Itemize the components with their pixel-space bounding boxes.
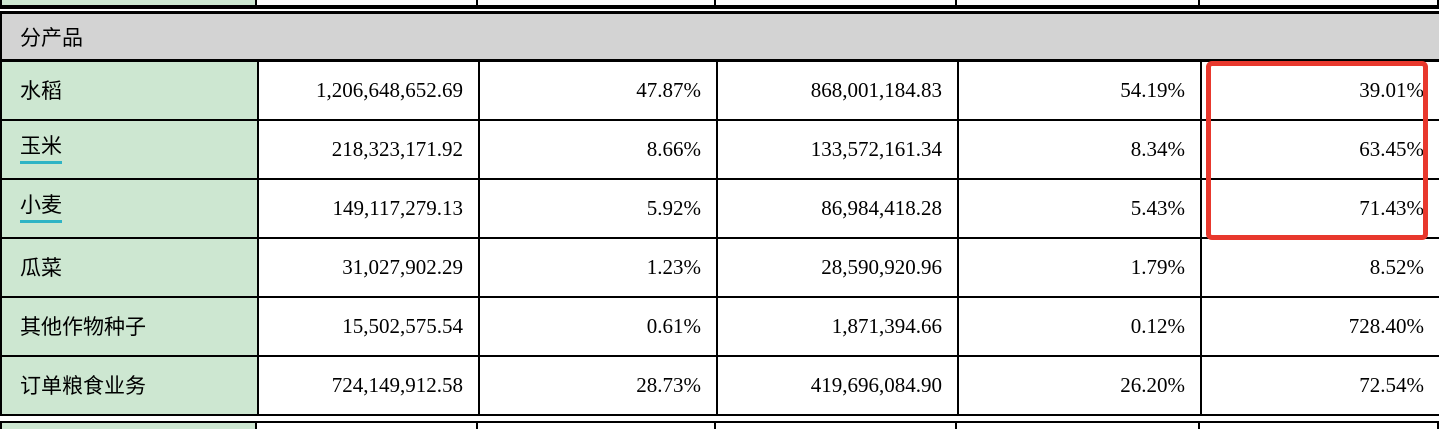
value-cell: 133,572,161.34 xyxy=(716,118,959,180)
value-cell: 1,871,394.66 xyxy=(716,295,959,357)
value-cell: 28,590,920.96 xyxy=(716,236,959,298)
section-header-cell: 分产品 xyxy=(0,11,1439,62)
partial-cell xyxy=(0,423,257,429)
partial-cell xyxy=(1200,423,1439,429)
value-cell: 218,323,171.92 xyxy=(257,118,480,180)
section-header-row: 分产品 xyxy=(0,11,1439,62)
partial-cell xyxy=(1200,0,1439,5)
partial-row-top xyxy=(0,0,1439,9)
value-cell: 54.19% xyxy=(957,59,1202,121)
value-cell: 149,117,279.13 xyxy=(257,177,480,239)
partial-cell xyxy=(257,423,478,429)
table-body: 分产品 水稻 1,206,648,652.69 47.87% 868,001,184.… xyxy=(0,11,1439,416)
value-cell: 1,206,648,652.69 xyxy=(257,59,480,121)
table-row: 玉米 218,323,171.92 8.66% 133,572,161.34 8.34%… xyxy=(0,118,1439,180)
table-row: 订单粮食业务 724,149,912.58 28.73% 419,696,084.90… xyxy=(0,354,1439,416)
value-cell: 63.45% xyxy=(1199,118,1439,180)
value-cell: 86,984,418.28 xyxy=(716,177,959,239)
partial-cell xyxy=(716,423,957,429)
value-cell: 1.79% xyxy=(957,236,1202,298)
value-cell: 724,149,912.58 xyxy=(257,354,480,416)
value-cell: 28.73% xyxy=(478,354,718,416)
product-name-underlined: 玉米 xyxy=(20,134,62,164)
product-name-cell: 玉米 xyxy=(0,118,259,180)
partial-cell xyxy=(957,423,1200,429)
product-name: 其他作物种子 xyxy=(20,315,146,339)
partial-cell xyxy=(257,0,478,5)
partial-row-bottom xyxy=(0,421,1439,429)
value-cell: 72.54% xyxy=(1199,354,1439,416)
value-cell: 15,502,575.54 xyxy=(257,295,480,357)
product-name-cell: 其他作物种子 xyxy=(0,295,259,357)
value-cell: 47.87% xyxy=(478,59,718,121)
value-cell: 8.52% xyxy=(1199,236,1439,298)
partial-cell xyxy=(478,0,716,5)
product-name: 水稻 xyxy=(20,79,62,104)
table-row: 水稻 1,206,648,652.69 47.87% 868,001,184.83 54… xyxy=(0,59,1439,121)
value-cell: 31,027,902.29 xyxy=(257,236,480,298)
product-name-cell: 订单粮食业务 xyxy=(0,354,259,416)
product-name: 瓜菜 xyxy=(20,256,62,280)
table-row: 其他作物种子 15,502,575.54 0.61% 1,871,394.66 0.12… xyxy=(0,295,1439,357)
value-cell: 419,696,084.90 xyxy=(716,354,959,416)
table-row: 瓜菜 31,027,902.29 1.23% 28,590,920.96 1.79% 8.… xyxy=(0,236,1439,298)
value-cell: 0.61% xyxy=(478,295,718,357)
value-cell: 0.12% xyxy=(957,295,1202,357)
value-cell: 1.23% xyxy=(478,236,718,298)
product-breakdown-table: 分产品 水稻 1,206,648,652.69 47.87% 868,001,184.… xyxy=(0,11,1439,416)
product-name-cell: 瓜菜 xyxy=(0,236,259,298)
partial-cell xyxy=(957,0,1200,5)
partial-cell xyxy=(716,0,957,5)
value-cell: 5.43% xyxy=(957,177,1202,239)
partial-cell xyxy=(0,0,257,5)
product-name-underlined: 小麦 xyxy=(20,193,62,223)
value-cell: 8.66% xyxy=(478,118,718,180)
value-cell: 868,001,184.83 xyxy=(716,59,959,121)
product-name-cell: 小麦 xyxy=(0,177,259,239)
value-cell: 71.43% xyxy=(1199,177,1439,239)
product-name-cell: 水稻 xyxy=(0,59,259,121)
value-cell: 39.01% xyxy=(1199,59,1439,121)
partial-cell xyxy=(478,423,716,429)
table-row: 小麦 149,117,279.13 5.92% 86,984,418.28 5.43% 7… xyxy=(0,177,1439,239)
value-cell: 26.20% xyxy=(957,354,1202,416)
value-cell: 5.92% xyxy=(478,177,718,239)
value-cell: 728.40% xyxy=(1199,295,1439,357)
value-cell: 8.34% xyxy=(957,118,1202,180)
product-name: 订单粮食业务 xyxy=(20,374,146,398)
